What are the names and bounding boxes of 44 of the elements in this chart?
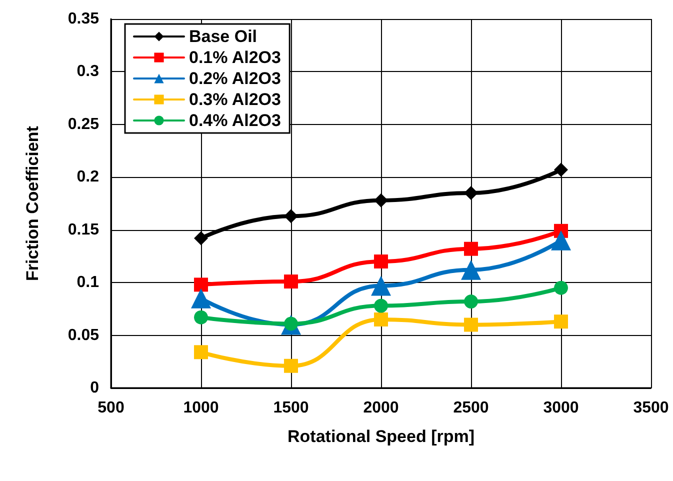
legend-label: 0.1% Al2O3 [189,48,281,67]
y-tick-label: 0.1 [76,274,100,292]
legend-label: Base Oil [189,27,258,46]
y-tick-label: 0.15 [68,221,100,238]
point [374,254,388,268]
point [194,278,208,292]
x-tick-label: 2000 [363,400,399,416]
point [194,231,208,246]
point [464,242,478,256]
point [374,193,388,208]
legend-label: 0.3% Al2O3 [189,90,281,109]
point [554,280,568,295]
legend-label: 0.4% Al2O3 [189,111,281,130]
point [284,274,298,289]
y-tick-label: 0 [90,380,100,396]
x-tick-label: 1000 [183,400,219,416]
y-tick-label: 0.35 [68,10,100,28]
x-tick-label: 3500 [633,400,669,416]
y-tick-label: 0.2 [76,168,100,186]
point [464,318,478,332]
x-tick-label: 500 [98,400,124,416]
y-tick-label: 0.25 [68,116,100,133]
point [461,260,481,280]
point [554,162,568,177]
x-tick-label: 3000 [543,400,579,416]
point [194,310,208,324]
x-tick-label: 1500 [273,400,309,416]
point [284,209,298,224]
point [464,186,478,200]
point [194,345,208,360]
point [374,312,388,326]
point [464,294,478,309]
x-tick-label: 2500 [453,400,489,416]
point [374,298,388,313]
y-axis-title: Friction Coefficient [23,126,42,281]
y-tick-label: 0.3 [76,63,100,80]
point [554,314,568,329]
legend-label: 0.2% Al2O3 [189,69,281,88]
point [191,288,211,308]
x-axis-title: Rotational Speed [rpm] [287,427,475,446]
point [284,358,298,373]
point [371,276,391,296]
y-tick-label: 0.05 [68,326,100,344]
point [551,230,571,250]
